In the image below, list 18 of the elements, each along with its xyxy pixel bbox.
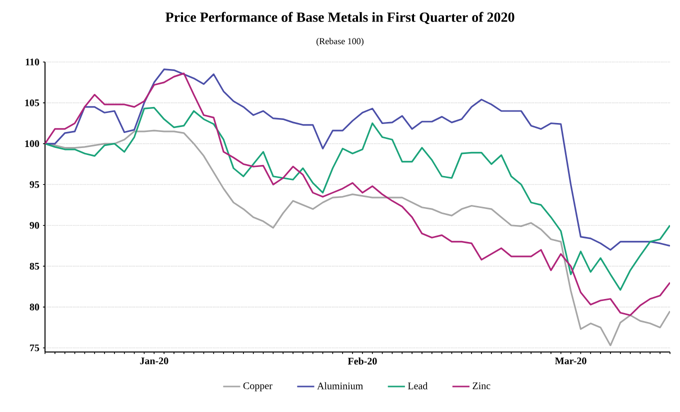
chart-title: Price Performance of Base Metals in First Quarter of 2020 bbox=[166, 12, 514, 24]
y-tick-label: 100 bbox=[25, 140, 40, 148]
y-tick-label: 80 bbox=[30, 304, 40, 310]
legend-label: Lead bbox=[408, 382, 428, 390]
x-tick-label: Jan-20 bbox=[140, 358, 168, 364]
y-tick-label: 95 bbox=[30, 181, 40, 188]
y-tick-label: 85 bbox=[30, 262, 40, 270]
legend-label: Aluminium bbox=[317, 382, 363, 390]
y-tick-label: 110 bbox=[26, 58, 40, 66]
line-series bbox=[45, 106, 670, 291]
x-tick-label: Feb-20 bbox=[348, 358, 377, 365]
legend-label: Zinc bbox=[472, 382, 490, 390]
legend-label: Copper bbox=[243, 382, 272, 392]
x-tick-label: Mar-20 bbox=[555, 358, 586, 364]
chart-subtitle: (Rebase 100) bbox=[316, 38, 364, 46]
y-tick-label: 75 bbox=[30, 344, 40, 352]
y-tick-label: 90 bbox=[30, 222, 40, 229]
y-tick-label: 105 bbox=[25, 99, 40, 106]
